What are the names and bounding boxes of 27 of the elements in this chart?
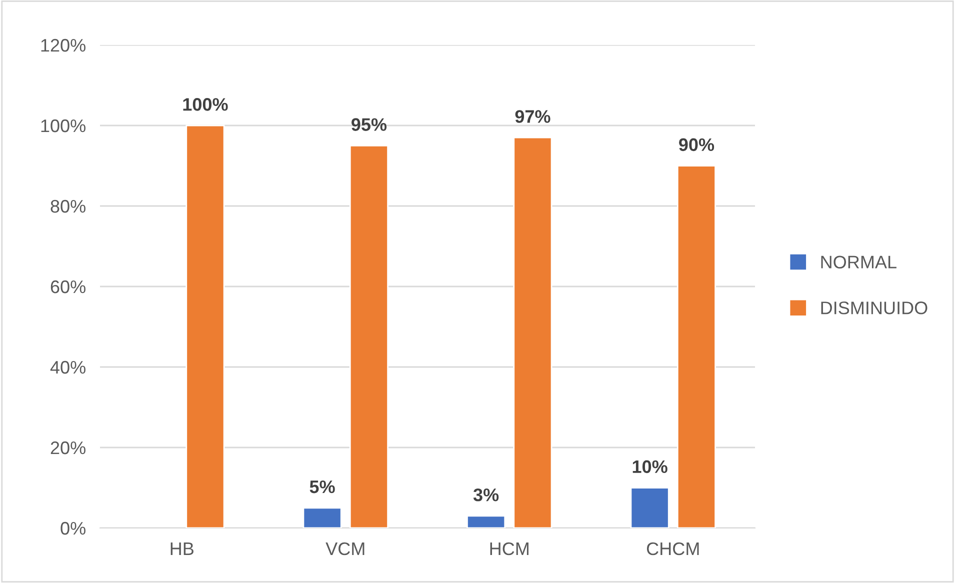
y-tick-label: 60% [50, 280, 86, 294]
bar [466, 515, 506, 528]
data-label: 97% [515, 110, 550, 123]
data-label: 95% [352, 118, 387, 131]
x-tick-label: VCM [326, 542, 364, 556]
data-label: 3% [473, 488, 499, 502]
y-tick-label: 20% [50, 441, 86, 454]
bar [302, 507, 342, 528]
y-tick-label: 120% [41, 38, 86, 52]
data-label: 10% [632, 460, 668, 474]
y-tick-label: 80% [50, 200, 86, 213]
y-tick-label: 0% [60, 522, 86, 535]
x-tick-label: CHCM [646, 542, 699, 556]
bar [676, 165, 716, 528]
bar [349, 144, 388, 528]
legend-label: NORMAL [821, 256, 896, 268]
bar [513, 136, 552, 528]
bar [630, 487, 670, 528]
x-tick-label: HCM [490, 542, 528, 556]
data-label: 5% [310, 480, 335, 494]
y-tick-label: 40% [50, 360, 86, 374]
data-label: 90% [679, 138, 714, 152]
x-tick-label: HB [170, 542, 194, 555]
y-tick-label: 100% [41, 119, 86, 132]
bar [186, 124, 225, 528]
data-label: 100% [183, 98, 228, 111]
legend-label: DISMINUIDO [821, 302, 928, 314]
